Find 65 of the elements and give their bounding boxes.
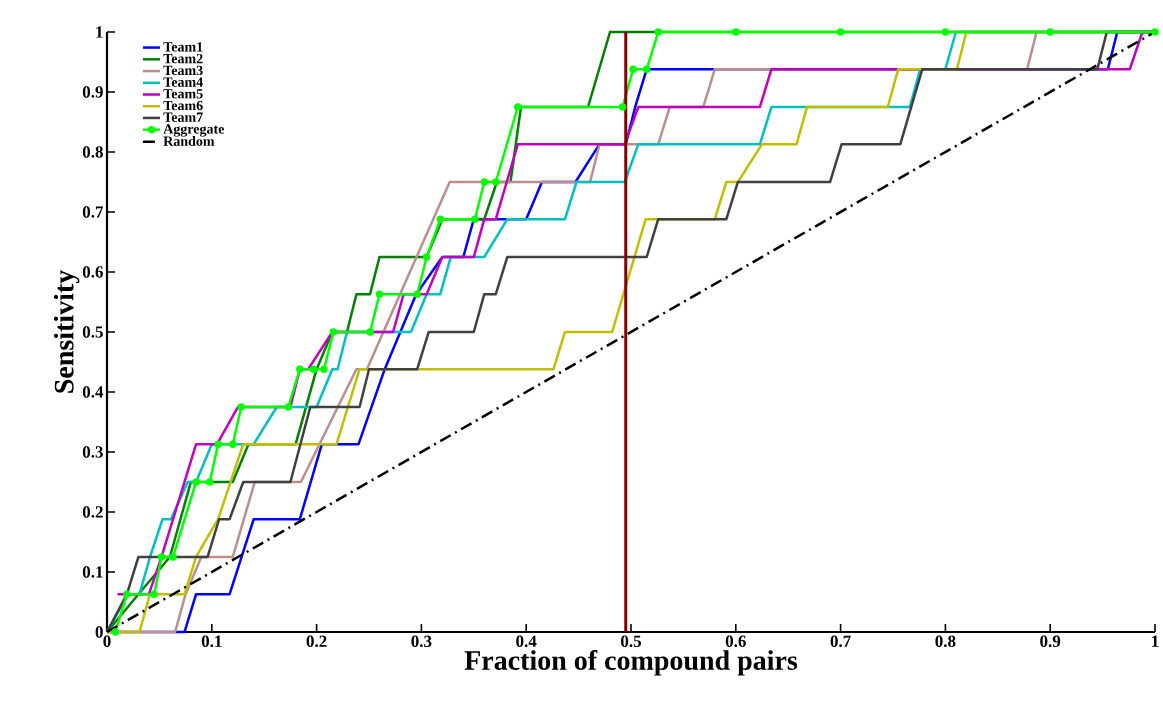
point (309, 365, 318, 373)
legend-label: Team7 (163, 112, 203, 122)
point (366, 328, 374, 336)
point (642, 65, 651, 73)
point (514, 103, 522, 111)
point (150, 590, 158, 598)
point (123, 590, 131, 598)
x-tick-label: 0.1 (201, 635, 222, 648)
legend-label: Random (163, 136, 215, 146)
x-axis-title: Fraction of compound pairs (464, 649, 798, 676)
legend-label: Team2 (163, 53, 203, 64)
point (413, 290, 421, 298)
x-tick-label: 0.2 (306, 635, 327, 648)
x-tick-label: 0.7 (830, 635, 851, 648)
point (1151, 28, 1159, 36)
x-tick-label: 1 (1152, 635, 1159, 647)
x-tick-label: 0.6 (725, 635, 746, 648)
point (436, 215, 445, 223)
point (157, 553, 166, 561)
point (214, 440, 222, 448)
legend-label: Aggregate (163, 124, 225, 137)
x-tick-label: 0.9 (1040, 635, 1061, 648)
point (284, 403, 293, 411)
y-tick-label: 1 (96, 26, 103, 38)
point (237, 403, 245, 411)
x-tick-label: 0.3 (411, 635, 432, 648)
point (492, 178, 500, 186)
point (732, 28, 740, 36)
legend-label: Team1 (163, 42, 203, 52)
point (1046, 28, 1054, 36)
point (111, 628, 120, 636)
y-tick-label: 0.4 (82, 386, 104, 398)
y-tick-label: 0.8 (82, 146, 103, 158)
point (836, 28, 845, 36)
y-tick-label: 0.2 (82, 506, 103, 518)
point (629, 65, 637, 73)
y-tick-label: 0.3 (82, 446, 103, 458)
x-tick-label: 0.4 (516, 635, 537, 648)
point (169, 553, 177, 561)
point (941, 28, 950, 36)
point (618, 103, 627, 111)
y-tick-label: 0.7 (82, 206, 104, 218)
point (205, 478, 214, 486)
legend-label: Team4 (163, 77, 203, 87)
point (320, 365, 328, 373)
x-tick-label: 0.8 (935, 635, 956, 648)
legend-label: Team5 (163, 89, 203, 99)
y-axis-title: Sensitivity (53, 270, 80, 393)
x-tick-label: 0.5 (621, 635, 641, 648)
legend-label: Team3 (163, 65, 203, 76)
point (654, 28, 662, 36)
y-tick-label: 0.9 (82, 86, 103, 98)
point (422, 253, 431, 261)
y-tick-label: 0 (95, 626, 103, 638)
legend-label: Team6 (163, 100, 203, 111)
point (329, 328, 338, 336)
y-tick-label: 0.1 (82, 566, 103, 578)
y-tick-label: 0.6 (82, 266, 103, 278)
point (229, 440, 237, 448)
point (480, 178, 489, 186)
point (296, 365, 304, 373)
point (375, 290, 384, 298)
point (471, 215, 479, 223)
point (192, 478, 200, 486)
y-tick-label: 0.5 (82, 326, 103, 338)
